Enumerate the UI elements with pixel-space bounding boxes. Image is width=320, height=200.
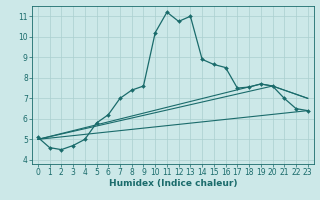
X-axis label: Humidex (Indice chaleur): Humidex (Indice chaleur) (108, 179, 237, 188)
